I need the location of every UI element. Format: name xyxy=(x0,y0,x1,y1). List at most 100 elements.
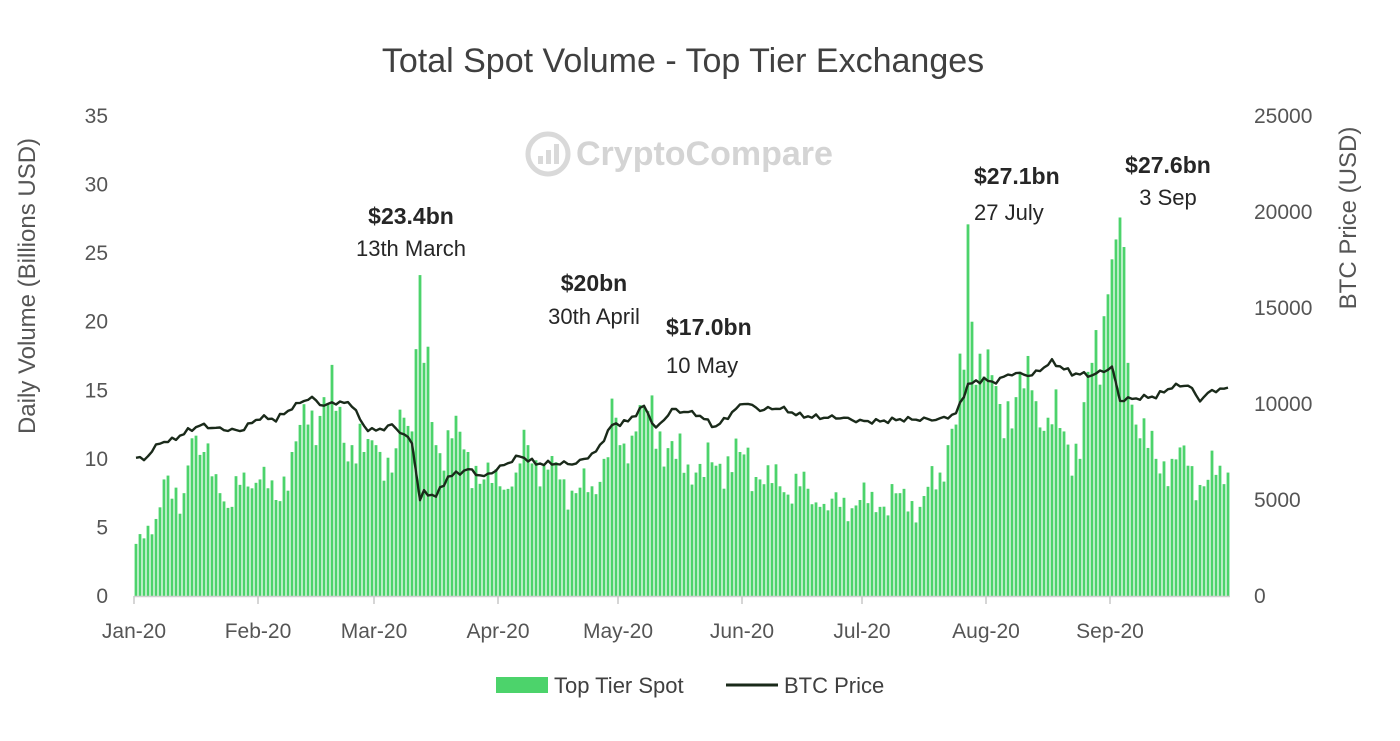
x-tick-label: Jan-20 xyxy=(102,620,166,643)
volume-bar xyxy=(738,452,742,596)
volume-bar xyxy=(686,464,690,596)
volume-bar xyxy=(1106,294,1110,596)
volume-bar xyxy=(1138,438,1142,596)
volume-bar xyxy=(362,452,366,596)
volume-bar xyxy=(590,486,594,596)
volume-bar xyxy=(926,486,930,596)
legend-swatch-top-tier-spot xyxy=(496,677,548,693)
volume-bar xyxy=(682,472,686,596)
volume-bar xyxy=(910,501,914,596)
volume-bar xyxy=(1042,430,1046,596)
volume-bar xyxy=(894,493,898,596)
volume-bar xyxy=(342,442,346,596)
volume-bar xyxy=(614,417,618,596)
annotation-date: 30th April xyxy=(548,304,640,329)
volume-bar xyxy=(282,476,286,596)
volume-bar xyxy=(302,404,306,596)
volume-bar xyxy=(874,512,878,596)
volume-bar xyxy=(1190,466,1194,596)
volume-bar xyxy=(878,506,882,596)
volume-bar xyxy=(710,462,714,596)
volume-bar xyxy=(314,445,318,596)
volume-bar xyxy=(166,475,170,596)
legend: Top Tier Spot BTC Price xyxy=(496,673,884,698)
volume-bar xyxy=(982,376,986,596)
volume-bar xyxy=(602,458,606,596)
volume-bar xyxy=(214,474,218,596)
volume-bar xyxy=(1154,458,1158,596)
volume-bar xyxy=(1098,384,1102,596)
volume-bar xyxy=(258,479,262,596)
legend-label-btc-price: BTC Price xyxy=(784,673,884,698)
volume-bar xyxy=(782,492,786,596)
volume-bar xyxy=(134,543,138,596)
volume-bar xyxy=(466,452,470,596)
volume-bar xyxy=(150,534,154,596)
volume-bar xyxy=(430,422,434,596)
volume-bar xyxy=(494,469,498,596)
volume-bar xyxy=(1094,330,1098,596)
volume-bar xyxy=(1010,428,1014,596)
volume-bar xyxy=(306,424,310,596)
volume-bar xyxy=(390,472,394,596)
volume-bar xyxy=(606,457,610,596)
x-axis: Jan-20 Feb-20 Mar-20 Apr-20 May-20 Jun-20 Jul-… xyxy=(102,595,1230,643)
y-left-tick-label: 15 xyxy=(85,379,108,402)
volume-bar xyxy=(294,441,298,596)
watermark-text: CryptoCompare xyxy=(576,135,833,173)
y-right-tick-label: 10000 xyxy=(1254,393,1312,416)
volume-bar xyxy=(462,449,466,596)
volume-bar xyxy=(626,463,630,596)
watermark-logo-icon xyxy=(525,131,571,177)
volume-bar xyxy=(426,346,430,596)
volume-bar xyxy=(766,465,770,596)
volume-bar xyxy=(1214,474,1218,596)
volume-bar xyxy=(186,465,190,596)
volume-bar xyxy=(582,468,586,596)
volume-bar xyxy=(470,488,474,596)
x-tick-label: Aug-20 xyxy=(952,620,1020,643)
volume-bar xyxy=(1118,217,1122,597)
y-right-title: BTC Price (USD) xyxy=(1335,127,1362,310)
volume-bar xyxy=(458,431,462,596)
volume-bar xyxy=(1058,428,1062,596)
volume-bar xyxy=(1062,431,1066,596)
volume-bar xyxy=(750,491,754,596)
volume-bar xyxy=(1150,430,1154,596)
volume-bar xyxy=(546,469,550,596)
volume-bar xyxy=(938,472,942,596)
volume-bar xyxy=(370,440,374,596)
volume-bar xyxy=(182,493,186,596)
annotation-value: $27.1bn xyxy=(974,163,1060,189)
volume-bar xyxy=(1134,424,1138,596)
annotation-value: $17.0bn xyxy=(666,314,752,340)
annotation-date: 27 July xyxy=(974,200,1044,225)
chart-title: Total Spot Volume - Top Tier Exchanges xyxy=(382,42,984,80)
y-left-tick-label: 30 xyxy=(85,174,108,197)
volume-bar xyxy=(190,438,194,596)
volume-bar xyxy=(482,479,486,596)
volume-bar xyxy=(478,483,482,596)
y-left-tick-label: 10 xyxy=(85,448,108,471)
y-left-ticks: 0 5 10 15 20 25 30 35 xyxy=(85,105,108,608)
volume-bar xyxy=(1002,438,1006,596)
volume-bar xyxy=(290,452,294,596)
volume-bar xyxy=(1174,459,1178,596)
y-right-ticks: 0 5000 10000 15000 20000 25000 xyxy=(1254,105,1312,608)
volume-bar xyxy=(1166,486,1170,596)
volume-bar xyxy=(1078,458,1082,596)
volume-bar xyxy=(1038,427,1042,596)
volume-bar xyxy=(1162,461,1166,596)
annotation-value: $23.4bn xyxy=(368,203,454,229)
y-right-tick-label: 20000 xyxy=(1254,201,1312,224)
volume-bar xyxy=(1146,447,1150,596)
volume-bar xyxy=(210,476,214,596)
volume-bar xyxy=(678,433,682,596)
volume-bar xyxy=(698,463,702,596)
volume-bar xyxy=(662,466,666,596)
volume-bar xyxy=(1206,479,1210,596)
volume-bar xyxy=(346,461,350,596)
volume-bar xyxy=(814,502,818,596)
volume-bar xyxy=(1170,458,1174,596)
volume-bar xyxy=(142,538,146,596)
